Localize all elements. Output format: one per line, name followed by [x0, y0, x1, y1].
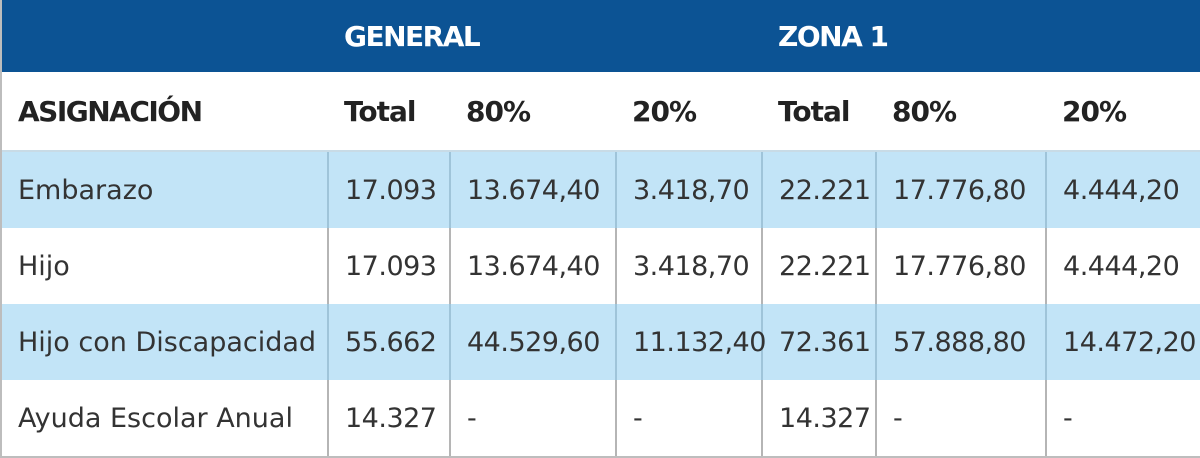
table-cell: 17.776,80	[875, 151, 1047, 228]
table-cell: 3.418,70	[614, 151, 763, 228]
row-label: Hijo	[18, 250, 70, 282]
column-header-zona1-80: 80%	[876, 72, 1047, 152]
table-row: Hijo 17.093 13.674,40 3.418,70 22.221 17…	[2, 228, 1200, 304]
table-cell: 17.776,80	[875, 228, 1047, 304]
group-header-general: GENERAL	[328, 0, 763, 72]
column-header-general-20: 20%	[616, 72, 763, 152]
group-header-empty	[2, 0, 328, 72]
column-header-asignacion: ASIGNACIÓN	[2, 72, 328, 152]
table-cell: -	[614, 380, 763, 456]
table-bottom-border	[2, 456, 1200, 458]
table-cell: -	[1045, 380, 1200, 456]
table-cell: 11.132,40	[614, 304, 766, 380]
table-cell: 22.221	[761, 151, 877, 228]
row-label: Hijo con Discapacidad	[2, 304, 328, 380]
column-header-zona1-20: 20%	[1046, 72, 1200, 152]
table-row: Ayuda Escolar Anual 14.327 - - 14.327 - …	[2, 380, 1200, 456]
column-header-general-total: Total	[328, 72, 450, 152]
table-cell: 55.662	[327, 304, 450, 380]
column-header-general-80: 80%	[450, 72, 616, 152]
table-cell: 17.093	[327, 228, 450, 304]
table-cell: 13.674,40	[449, 228, 616, 304]
group-header-zona1: ZONA 1	[762, 0, 1200, 72]
column-header-zona1-total: Total	[762, 72, 877, 152]
table-cell: -	[449, 380, 616, 456]
table-cell: 14.327	[327, 380, 450, 456]
table-cell: 44.529,60	[449, 304, 616, 380]
table-cell: 22.221	[761, 228, 877, 304]
table-cell: 13.674,40	[449, 151, 616, 228]
table-row: Embarazo 17.093 13.674,40 3.418,70 22.22…	[2, 151, 1200, 228]
row-label: Ayuda Escolar Anual	[18, 402, 293, 434]
column-header-row: ASIGNACIÓN Total 80% 20% Total 80% 20%	[2, 72, 1200, 152]
row-label: Embarazo	[2, 151, 328, 228]
table-cell: -	[875, 380, 1047, 456]
table-cell: 14.327	[761, 380, 877, 456]
table-cell: 3.418,70	[614, 228, 763, 304]
table-cell: 14.472,20	[1045, 304, 1200, 380]
group-header-row: GENERAL ZONA 1	[2, 0, 1200, 72]
table-cell: 57.888,80	[875, 304, 1047, 380]
table-cell: 17.093	[327, 151, 450, 228]
table-cell: 4.444,20	[1045, 151, 1200, 228]
table-cell: 72.361	[761, 304, 877, 380]
table-cell: 4.444,20	[1045, 228, 1200, 304]
table-row: Hijo con Discapacidad 55.662 44.529,60 1…	[2, 304, 1200, 380]
